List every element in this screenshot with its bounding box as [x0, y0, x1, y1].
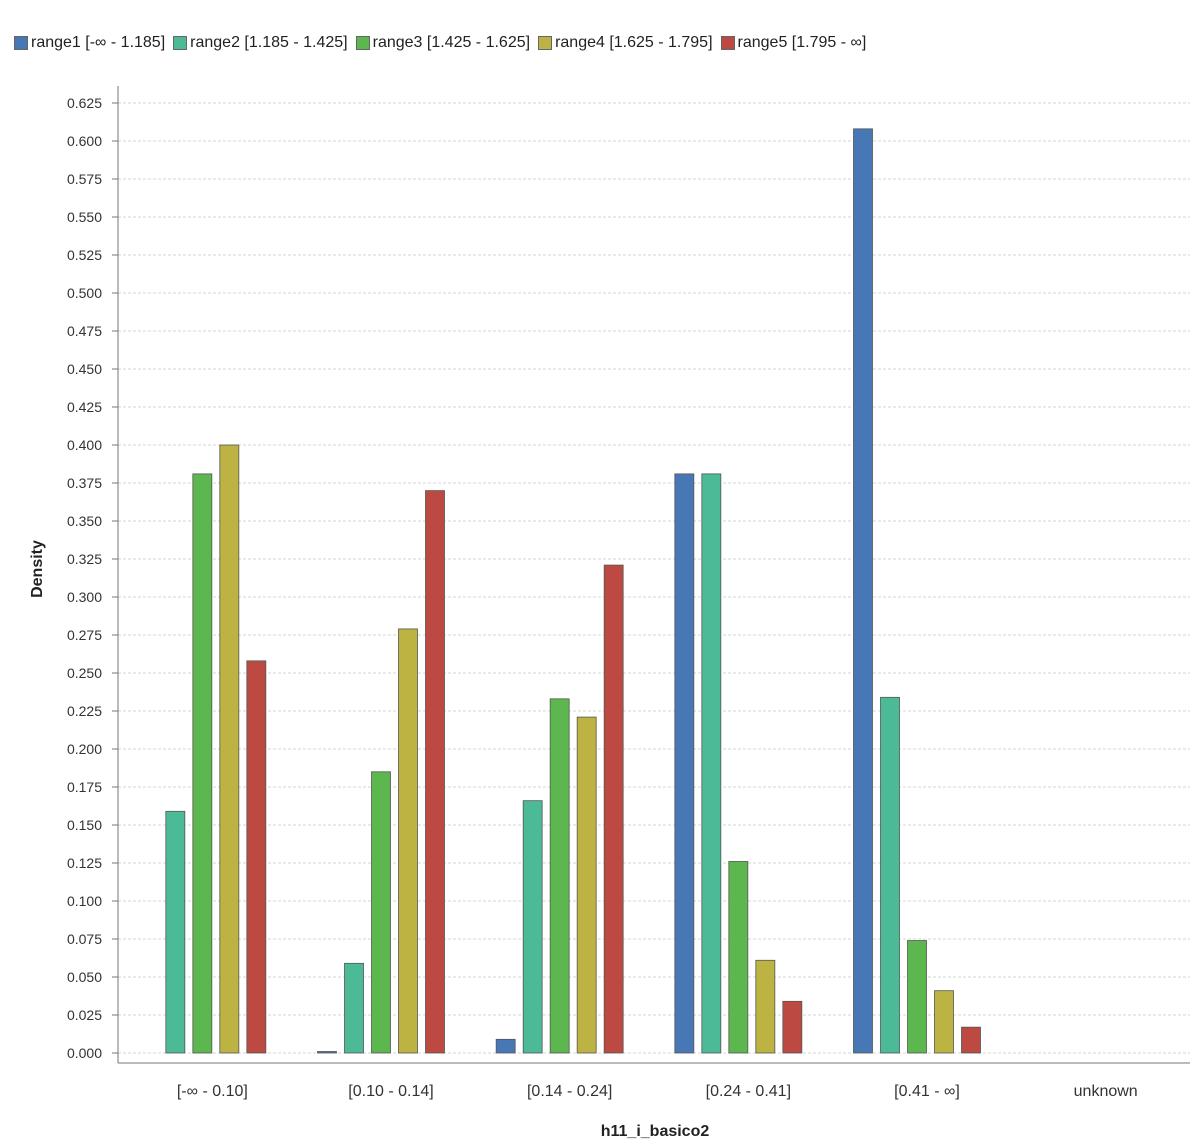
y-tick-label: 0.000 [67, 1045, 102, 1061]
y-tick-label: 0.125 [67, 855, 102, 871]
y-tick-label: 0.075 [67, 931, 102, 947]
bar-series5-cat3 [603, 564, 624, 1054]
bar-series4-cat5 [934, 990, 954, 1054]
y-tick-label: 0.525 [67, 247, 102, 263]
bar-series2-cat3 [522, 800, 543, 1054]
y-tick-label: 0.475 [67, 323, 102, 339]
y-tick-label: 0.100 [67, 893, 102, 909]
bar-series2-cat1 [165, 810, 186, 1054]
legend-label-range5: range5 [1.795 - ∞] [737, 34, 867, 51]
legend-swatch-range4 [538, 36, 553, 50]
legend-swatch-range3 [355, 36, 370, 50]
y-tick-label: 0.450 [67, 361, 102, 377]
y-tick-label: 0.025 [67, 1007, 102, 1023]
grid-lines [118, 102, 1190, 1054]
bar-series5-cat2 [425, 490, 445, 1054]
legend-item-range5: range5 [1.795 - ∞] [720, 34, 867, 52]
legend-label-range1: range1 [-∞ - 1.185] [31, 34, 166, 51]
legend-item-range3: range3 [1.425 - 1.625] [355, 34, 531, 52]
legend-swatch-range5 [720, 36, 735, 50]
y-tick-label: 0.625 [67, 95, 102, 111]
legend-item-range4: range4 [1.625 - 1.795] [538, 34, 713, 52]
legend-swatch-range2 [173, 36, 188, 50]
legend-label-range3: range3 [1.425 - 1.625] [372, 34, 531, 51]
bar-series4-cat2 [398, 628, 418, 1054]
x-tick-label: [-∞ - 0.10] [177, 1083, 248, 1100]
bars [165, 128, 981, 1054]
x-tick-label: [0.41 - ∞] [894, 1083, 960, 1100]
y-tick-label: 0.550 [67, 209, 102, 225]
bar-series4-cat1 [219, 444, 240, 1054]
y-tick-label: 0.575 [67, 171, 102, 187]
y-tick-label: 0.275 [67, 627, 102, 643]
bar-series4-cat3 [576, 716, 597, 1054]
x-axis-title: h11_i_basico2 [601, 1123, 710, 1140]
bar-series3-cat4 [728, 861, 749, 1054]
bar-series2-cat5 [880, 696, 900, 1054]
bar-series2-cat2 [344, 962, 364, 1054]
y-tick-label: 0.175 [67, 779, 102, 795]
bar-series2-cat4 [701, 473, 722, 1054]
legend-label-range4: range4 [1.625 - 1.795] [555, 34, 713, 51]
legend-item-range2: range2 [1.185 - 1.425] [173, 34, 348, 52]
y-tick-label: 0.400 [67, 437, 102, 453]
bar-series5-cat4 [782, 1000, 803, 1054]
bar-series4-cat4 [755, 959, 776, 1054]
y-axis-title: Density [29, 540, 46, 598]
legend: range1 [-∞ - 1.185] range2 [1.185 - 1.42… [14, 32, 874, 54]
y-tick-label: 0.375 [67, 475, 102, 491]
axes: 0.000 0.025 0.050 0.075 0.100 0.125 0.150 0.175… [67, 86, 1190, 1100]
legend-swatch-range1 [14, 36, 28, 50]
x-tick-label: [0.10 - 0.14] [348, 1083, 433, 1100]
y-tick-label: 0.300 [67, 589, 102, 605]
y-tick-label: 0.425 [67, 399, 102, 415]
x-tick-label: [0.24 - 0.41] [706, 1083, 791, 1100]
y-tick-label: 0.250 [67, 665, 102, 681]
y-tick-label: 0.050 [67, 969, 102, 985]
y-tick-label: 0.150 [67, 817, 102, 833]
x-tick-label: [0.14 - 0.24] [527, 1083, 612, 1100]
y-tick-label: 0.350 [67, 513, 102, 529]
bar-series5-cat5 [961, 1026, 981, 1054]
y-tick-label: 0.225 [67, 703, 102, 719]
y-tick-label: 0.600 [67, 133, 102, 149]
bar-series1-cat3 [495, 1038, 516, 1054]
bar-series1-cat4 [674, 473, 695, 1054]
y-tick-label: 0.325 [67, 551, 102, 567]
bar-series1-cat5 [853, 128, 873, 1054]
x-tick-label: unknown [1074, 1083, 1138, 1100]
bar-series3-cat1 [192, 473, 213, 1054]
legend-item-range1: range1 [-∞ - 1.185] [14, 34, 165, 52]
bar-series3-cat2 [371, 771, 391, 1054]
bar-series3-cat5 [907, 940, 927, 1054]
bar-series3-cat3 [549, 698, 570, 1054]
bar-series5-cat1 [246, 660, 267, 1054]
legend-label-range2: range2 [1.185 - 1.425] [190, 34, 348, 51]
bar-series1-cat2 [317, 1051, 337, 1054]
y-tick-label: 0.200 [67, 741, 102, 757]
y-tick-label: 0.500 [67, 285, 102, 301]
